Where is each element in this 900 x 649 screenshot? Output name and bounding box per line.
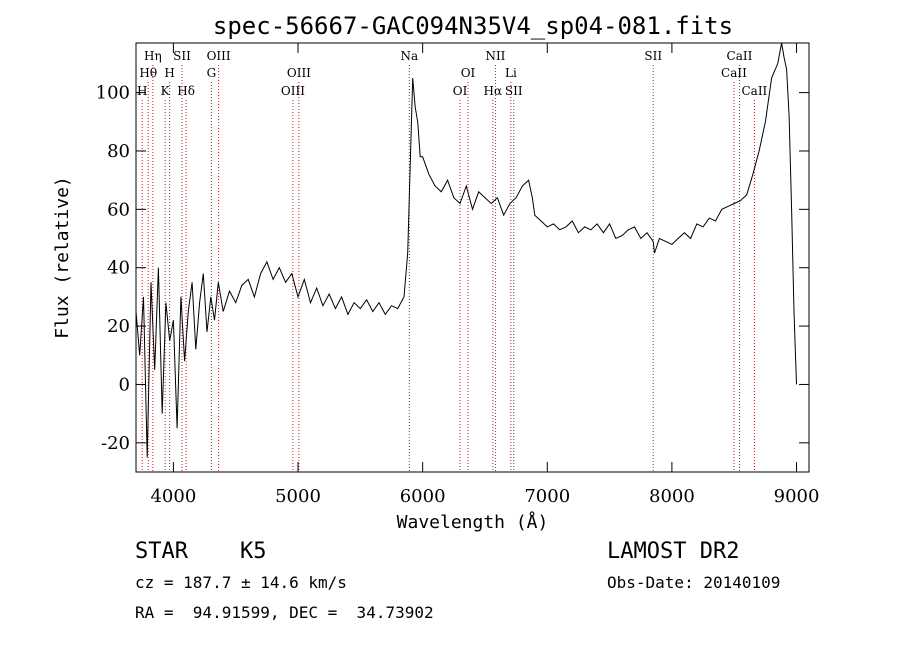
y-axis-label: Flux (relative) <box>52 176 73 339</box>
line-marker-label: SII <box>505 84 523 98</box>
line-marker-label: G <box>207 66 217 80</box>
chart-title: spec-56667-GAC094N35V4_sp04-081.fits <box>213 12 733 40</box>
x-tick-label: 7000 <box>524 486 570 507</box>
spectrum-line <box>135 42 797 458</box>
line-marker-label: Hα <box>484 84 503 98</box>
line-marker-label: CaII <box>741 84 767 98</box>
line-marker-label: OI <box>453 84 468 98</box>
x-tick-label: 8000 <box>649 486 695 507</box>
redshift-cz: cz = 187.7 ± 14.6 km/s <box>135 573 347 592</box>
line-marker-label: OIII <box>207 49 231 63</box>
survey-name: LAMOST DR2 <box>607 539 740 564</box>
x-tick-label: 6000 <box>400 486 446 507</box>
x-tick-label: 5000 <box>275 486 321 507</box>
axes: 4000 5000 6000 7000 8000 9000 -20 0 20 40 60 80 100 <box>96 43 820 507</box>
y-tick-label: 20 <box>107 316 130 337</box>
line-marker-label: OIII <box>287 66 311 80</box>
line-marker-label: H <box>137 84 147 98</box>
x-tick-label: 4000 <box>150 486 196 507</box>
coordinates: RA = 94.91599, DEC = 34.73902 <box>135 603 434 622</box>
object-type: STAR <box>135 539 188 564</box>
line-marker-label: NII <box>485 49 505 63</box>
y-tick-label: -20 <box>101 433 130 454</box>
y-tick-label: 40 <box>107 258 130 279</box>
object-subclass: K5 <box>240 539 267 564</box>
line-marker-label: Hδ <box>177 84 195 98</box>
y-tick-label: 100 <box>96 83 130 104</box>
line-marker-label: OIII <box>281 84 305 98</box>
line-marker-label: SII <box>173 49 191 63</box>
line-marker-label: OI <box>461 66 476 80</box>
x-tick-label: 9000 <box>774 486 820 507</box>
x-axis-label: Wavelength (Å) <box>397 511 549 533</box>
line-marker-label: H <box>164 66 174 80</box>
line-marker-label: Hη <box>144 49 162 63</box>
spectrum-series <box>135 42 797 458</box>
line-marker-label: Hθ <box>139 66 157 80</box>
y-tick-label: 60 <box>107 199 130 220</box>
line-marker-label: SII <box>644 49 662 63</box>
line-marker-label: CaII <box>721 66 747 80</box>
line-marker-label: Na <box>400 49 418 63</box>
plot-frame <box>135 42 810 473</box>
y-tick-label: 0 <box>119 374 130 395</box>
line-marker-label: CaII <box>727 49 753 63</box>
y-tick-label: 80 <box>107 141 130 162</box>
observation-date: Obs-Date: 20140109 <box>607 573 781 592</box>
line-marker-label: Li <box>505 66 517 80</box>
line-marker-label: K <box>161 84 171 98</box>
